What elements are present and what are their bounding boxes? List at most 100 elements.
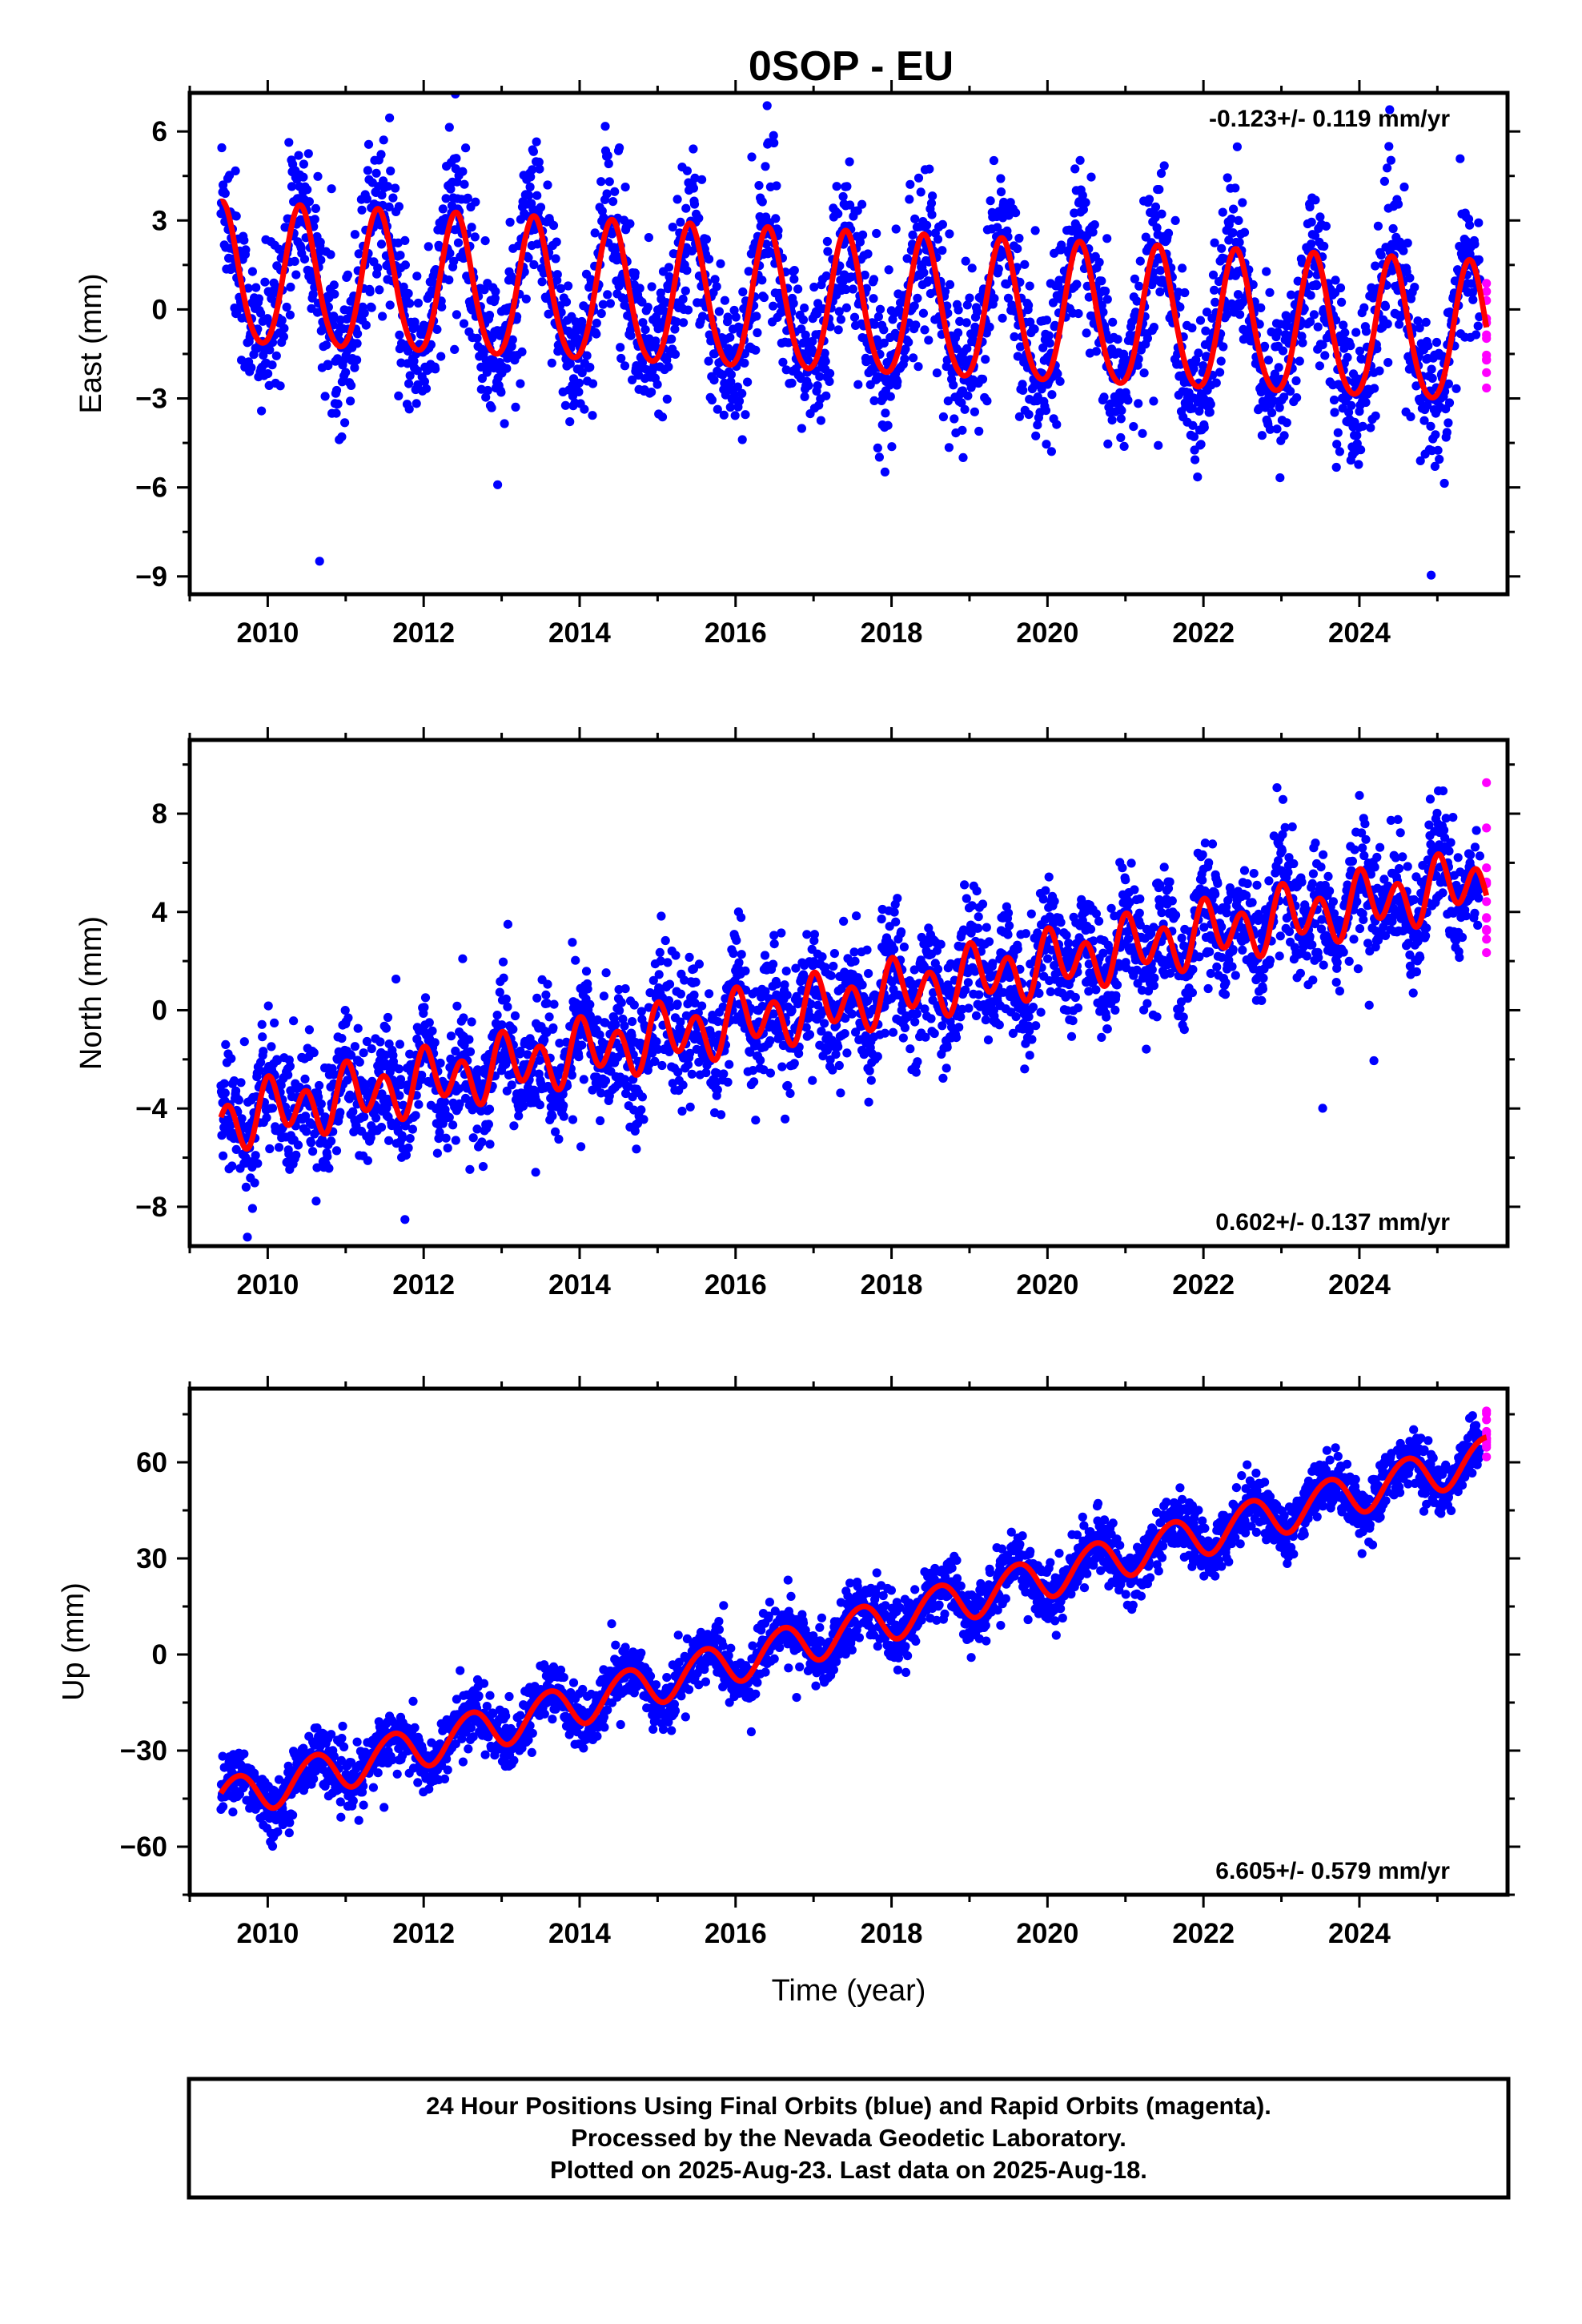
final-orbit-point — [962, 318, 971, 328]
final-orbit-point — [1134, 399, 1143, 408]
final-orbit-point — [345, 1090, 355, 1100]
final-orbit-point — [1138, 428, 1147, 438]
final-orbit-point — [761, 987, 770, 996]
final-orbit-point — [1091, 347, 1101, 356]
final-orbit-point — [464, 1035, 474, 1044]
final-orbit-point — [1030, 324, 1039, 334]
final-orbit-point — [449, 256, 459, 266]
final-orbit-point — [920, 325, 930, 335]
rapid-orbit-point — [1482, 287, 1492, 296]
final-orbit-point — [924, 336, 934, 345]
final-orbit-point — [757, 1001, 767, 1011]
final-orbit-point — [1260, 341, 1270, 351]
final-orbit-point — [532, 191, 542, 200]
final-orbit-point — [525, 182, 535, 192]
final-orbit-point — [496, 388, 506, 397]
north-panel: 2010 2012 2014 2016 2018 2020 2022 2024840−4−8N… — [74, 727, 1520, 1301]
final-orbit-point — [998, 987, 1008, 997]
final-orbit-point — [507, 341, 516, 352]
final-orbit-point — [271, 351, 281, 360]
final-orbit-point — [789, 299, 798, 308]
final-orbit-point — [694, 213, 704, 223]
final-orbit-point — [226, 1120, 235, 1130]
final-orbit-point — [1439, 478, 1449, 489]
final-orbit-point — [679, 318, 689, 328]
final-orbit-point — [1359, 303, 1369, 312]
final-orbit-point — [962, 894, 971, 903]
final-orbit-point — [900, 1023, 909, 1032]
final-orbit-point — [737, 913, 746, 923]
final-orbit-point — [1267, 408, 1277, 417]
final-orbit-point — [510, 1011, 520, 1021]
final-orbit-point — [571, 955, 580, 965]
final-orbit-point — [347, 1051, 356, 1060]
final-orbit-point — [826, 971, 836, 980]
final-orbit-point — [1075, 155, 1085, 165]
final-orbit-point — [329, 280, 339, 290]
final-orbit-point — [437, 302, 447, 312]
final-orbit-point — [1154, 185, 1164, 195]
final-orbit-point — [1052, 420, 1062, 429]
final-orbit-point — [1163, 228, 1174, 238]
final-orbit-point — [701, 235, 712, 244]
final-orbit-point — [789, 275, 799, 284]
final-orbit-point — [910, 214, 920, 223]
final-orbit-point — [893, 377, 902, 387]
final-orbit-point — [1170, 215, 1180, 225]
final-orbit-point — [1472, 330, 1481, 340]
final-orbit-point — [705, 989, 714, 999]
final-orbit-point — [308, 289, 318, 300]
final-orbit-point — [592, 1015, 603, 1025]
final-orbit-point — [1413, 316, 1423, 326]
final-orbit-point — [1191, 455, 1200, 464]
final-orbit-point — [617, 293, 627, 303]
final-orbit-point — [784, 338, 793, 348]
final-orbit-point — [737, 388, 747, 398]
final-orbit-point — [323, 1152, 332, 1161]
final-orbit-point — [821, 356, 830, 366]
final-orbit-point — [998, 313, 1007, 323]
final-orbit-point — [221, 1039, 231, 1049]
final-orbit-point — [1215, 368, 1225, 377]
final-orbit-point — [630, 268, 640, 278]
final-orbit-point — [610, 187, 620, 196]
final-orbit-point — [568, 938, 577, 947]
final-orbit-point — [529, 259, 539, 270]
final-orbit-point — [1102, 295, 1112, 304]
final-orbit-point — [251, 1151, 260, 1160]
final-orbit-point — [869, 396, 879, 405]
x-tick-label: 2020 — [1016, 617, 1078, 649]
final-orbit-point — [833, 209, 843, 219]
final-orbit-point — [554, 1134, 564, 1144]
final-orbit-point — [657, 1060, 667, 1071]
final-orbit-point — [707, 395, 717, 405]
final-orbit-point — [396, 251, 405, 260]
final-orbit-point — [1102, 234, 1112, 243]
final-orbit-point — [1443, 379, 1453, 388]
final-orbit-point — [322, 340, 331, 350]
final-orbit-point — [331, 1146, 342, 1156]
final-orbit-point — [1383, 319, 1392, 329]
final-orbit-point — [565, 417, 575, 427]
final-orbit-point — [1024, 409, 1034, 420]
final-orbit-point — [611, 1019, 620, 1029]
final-orbit-point — [1275, 403, 1284, 412]
final-orbit-point — [681, 286, 690, 296]
final-orbit-point — [734, 958, 744, 967]
final-orbit-point — [1376, 251, 1386, 260]
final-orbit-point — [531, 1168, 540, 1177]
final-orbit-point — [865, 1066, 874, 1076]
final-orbit-point — [391, 183, 400, 193]
final-orbit-point — [954, 1023, 964, 1032]
final-orbit-point — [511, 402, 520, 412]
final-orbit-point — [405, 299, 415, 308]
final-orbit-point — [781, 967, 791, 976]
final-orbit-point — [1084, 292, 1094, 302]
final-orbit-point — [1199, 361, 1208, 371]
final-orbit-point — [257, 406, 267, 416]
final-orbit-point — [821, 391, 831, 400]
final-orbit-point — [662, 394, 672, 404]
final-orbit-point — [408, 1124, 417, 1134]
final-orbit-point — [1306, 317, 1315, 327]
final-orbit-point — [759, 292, 769, 303]
